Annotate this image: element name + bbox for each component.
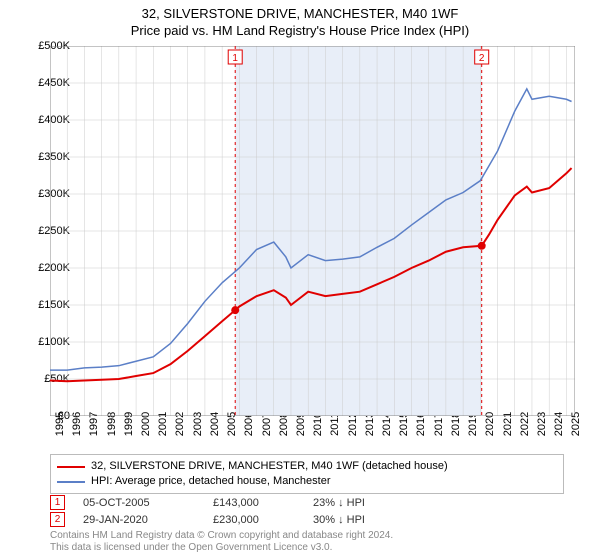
- marker-delta: 30% ↓ HPI: [313, 514, 433, 526]
- legend: 32, SILVERSTONE DRIVE, MANCHESTER, M40 1…: [50, 454, 564, 494]
- footer-line1: Contains HM Land Registry data © Crown c…: [50, 530, 393, 542]
- marker-delta: 23% ↓ HPI: [313, 497, 433, 509]
- legend-label-hpi: HPI: Average price, detached house, Manc…: [91, 474, 331, 489]
- marker-date: 05-OCT-2005: [83, 497, 213, 509]
- marker-row: 2 29-JAN-2020£230,00030% ↓ HPI: [50, 511, 433, 528]
- marker-row: 1 05-OCT-2005£143,00023% ↓ HPI: [50, 494, 433, 511]
- legend-swatch-hpi: [57, 481, 85, 483]
- legend-swatch-property: [57, 466, 85, 468]
- legend-row-hpi: HPI: Average price, detached house, Manc…: [57, 474, 557, 489]
- footer: Contains HM Land Registry data © Crown c…: [50, 530, 393, 554]
- marker-date: 29-JAN-2020: [83, 514, 213, 526]
- title-main: 32, SILVERSTONE DRIVE, MANCHESTER, M40 1…: [0, 6, 600, 21]
- marker-price: £230,000: [213, 514, 313, 526]
- chart-container: 32, SILVERSTONE DRIVE, MANCHESTER, M40 1…: [0, 0, 600, 560]
- svg-text:2: 2: [479, 53, 485, 64]
- title-block: 32, SILVERSTONE DRIVE, MANCHESTER, M40 1…: [0, 0, 600, 38]
- chart-area: 12: [50, 46, 575, 416]
- footer-line2: This data is licensed under the Open Gov…: [50, 542, 393, 554]
- svg-text:1: 1: [232, 53, 238, 64]
- line-chart: 12: [50, 46, 575, 416]
- marker-badge: 2: [50, 512, 65, 527]
- marker-badge: 1: [50, 495, 65, 510]
- legend-row-property: 32, SILVERSTONE DRIVE, MANCHESTER, M40 1…: [57, 459, 557, 474]
- title-sub: Price paid vs. HM Land Registry's House …: [0, 23, 600, 38]
- legend-label-property: 32, SILVERSTONE DRIVE, MANCHESTER, M40 1…: [91, 459, 448, 474]
- marker-price: £143,000: [213, 497, 313, 509]
- sale-markers-table: 1 05-OCT-2005£143,00023% ↓ HPI 2 29-JAN-202…: [50, 494, 433, 528]
